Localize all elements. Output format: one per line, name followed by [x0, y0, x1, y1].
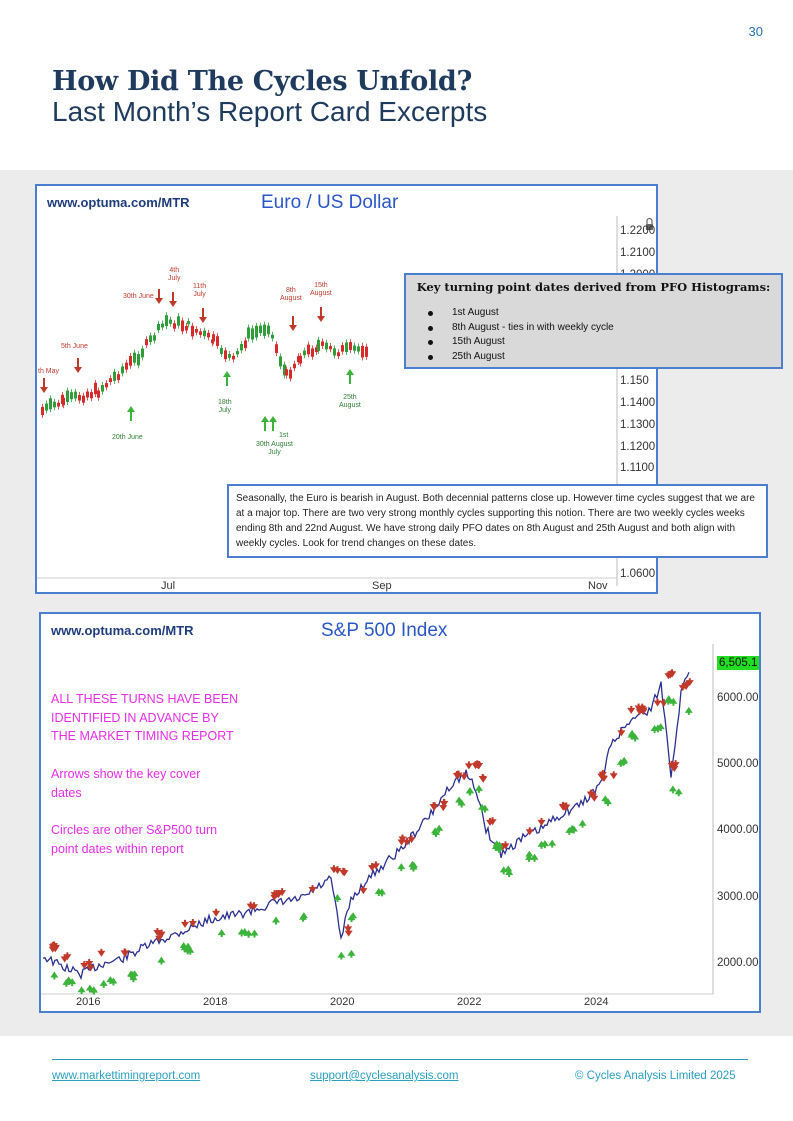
euro-candles-svg	[37, 216, 653, 586]
spx-note-advance: ALL THESE TURNS HAVE BEEN IDENTIFIED IN …	[51, 692, 239, 743]
pfo-date-list: 1st August 8th August - ties in with wee…	[428, 307, 614, 365]
pfo-date-item: 15th August	[428, 336, 614, 351]
footer-email[interactable]: support@cyclesanalysis.com	[310, 1070, 458, 1082]
footer-copyright: © Cycles Analysis Limited 2025	[575, 1070, 736, 1082]
spx-last-value: 6,505.1	[717, 656, 759, 670]
pfo-date-item: 1st August	[428, 307, 614, 322]
spx-x-label: 2022	[457, 996, 482, 1008]
lock-icon	[646, 224, 653, 230]
spx-note-circles: Circles are other S&P500 turn point date…	[51, 823, 218, 856]
spx-y-label: 5000.00	[717, 758, 759, 770]
euro-chart-title: Euro / US Dollar	[261, 192, 399, 213]
euro-red-label: 30th June	[123, 293, 154, 300]
spx-price-svg	[41, 644, 714, 995]
page-title: How Did The Cycles Unfold?	[52, 66, 473, 97]
seasonal-commentary-box: Seasonally, the Euro is bearish in Augus…	[227, 484, 768, 558]
euro-green-label: 20th June	[112, 434, 143, 441]
spx-chart-title: S&P 500 Index	[321, 620, 448, 641]
euro-y-label: 1.1200	[620, 441, 656, 453]
spx-price-line	[42, 671, 690, 981]
page-number: 30	[748, 24, 763, 39]
footer-website[interactable]: www.markettimingreport.com	[52, 1070, 200, 1082]
pfo-box-title: Key turning point dates derived from PFO…	[416, 280, 771, 294]
euro-candles	[41, 312, 368, 418]
euro-x-label: Sep	[372, 580, 392, 592]
euro-green-label: 1st	[279, 432, 289, 439]
euro-y-label: 1.0600	[620, 568, 656, 580]
spx-y-label: 3000.00	[717, 891, 759, 903]
spx-y-label: 2000.00	[717, 957, 759, 969]
spx-chart-panel: www.optuma.com/MTR S&P 500 Index 6,505.1…	[39, 612, 761, 1013]
euro-red-label: 5th June	[61, 343, 88, 350]
pfo-date-item: 25th August	[428, 351, 614, 366]
spx-x-label: 2016	[76, 996, 101, 1008]
spx-chart-url: www.optuma.com/MTR	[51, 623, 194, 638]
euro-green-label: 18th July	[218, 399, 232, 415]
euro-red-label: 11th July	[193, 283, 207, 299]
footer-email-link[interactable]: support@cyclesanalysis.com	[310, 1070, 459, 1082]
spx-y-label: 6000.00	[717, 692, 759, 704]
euro-red-label: 15th August	[310, 282, 332, 298]
spx-y-label: 4000.00	[717, 824, 759, 836]
euro-y-label: 1.150	[620, 375, 649, 387]
spx-x-label: 2020	[330, 996, 355, 1008]
euro-red-label: 4th July	[168, 267, 181, 283]
euro-chart-url: www.optuma.com/MTR	[47, 195, 190, 210]
euro-red-label: th May	[38, 368, 60, 375]
euro-y-label: 1.1300	[620, 419, 656, 431]
euro-y-label: 1.1400	[620, 397, 656, 409]
euro-green-label: 25th August	[339, 394, 361, 410]
euro-y-label: 1.2200	[620, 225, 656, 237]
footer-website-link[interactable]: www.markettimingreport.com	[52, 1070, 201, 1082]
euro-red-label: 8th August	[280, 287, 302, 303]
euro-x-label: Nov	[588, 580, 608, 592]
euro-chart-panel: www.optuma.com/MTR Euro / US Dollar 1.22…	[35, 184, 658, 594]
footer-divider	[52, 1059, 748, 1060]
page-subtitle: Last Month’s Report Card Excerpts	[52, 96, 488, 127]
spx-x-label: 2018	[203, 996, 228, 1008]
pfo-date-item: 8th August - ties in with weekly cycle	[428, 322, 614, 337]
spx-x-label: 2024	[584, 996, 609, 1008]
euro-green-label: 30th August July	[256, 441, 293, 457]
euro-y-label: 1.1100	[620, 462, 655, 474]
euro-y-label: 1.2100	[620, 247, 656, 259]
euro-x-label: Jul	[161, 580, 176, 592]
spx-note-arrows: Arrows show the key cover dates	[51, 767, 201, 800]
pfo-dates-box: Key turning point dates derived from PFO…	[404, 273, 783, 369]
